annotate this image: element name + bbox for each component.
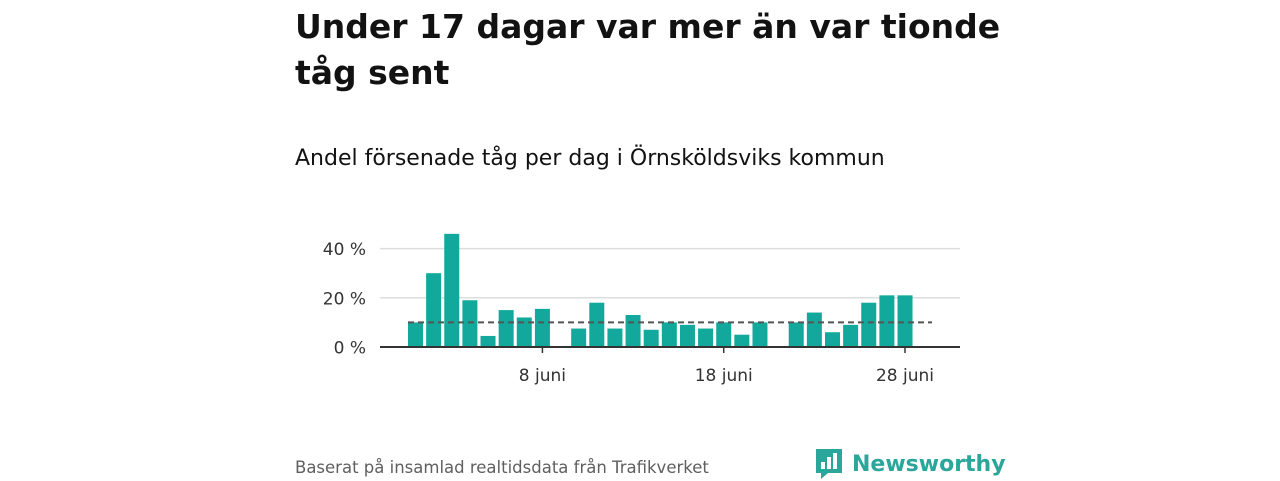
bar	[444, 233, 460, 347]
bars	[408, 233, 913, 347]
bar	[843, 324, 859, 347]
bar	[716, 322, 732, 347]
source-note: Baserat på insamlad realtidsdata från Tr…	[295, 458, 709, 477]
bar	[571, 328, 587, 347]
axes: 0 % 20 % 40 % 8 juni 18 juni 28 juni	[323, 240, 960, 386]
bar-chart: 0 % 20 % 40 % 8 juni 18 juni 28 juni	[323, 233, 960, 386]
y-tick-label: 0 %	[334, 339, 366, 359]
bar	[498, 310, 514, 347]
bar	[752, 322, 768, 347]
y-tick-label: 40 %	[323, 240, 366, 260]
bar	[734, 334, 750, 347]
bar-chart-speech-bubble-icon	[816, 449, 842, 479]
bar	[824, 332, 840, 347]
x-tick-label: 8 juni	[519, 366, 566, 386]
bar	[534, 308, 550, 347]
gridlines	[380, 247, 960, 299]
bar	[788, 322, 804, 347]
y-tick-label: 20 %	[323, 289, 366, 309]
chart-title: Under 17 dagar var mer än var tionde tåg…	[295, 7, 1001, 92]
bar	[879, 295, 895, 347]
bar	[661, 322, 677, 347]
bar	[589, 302, 605, 347]
x-tick-label: 28 juni	[876, 366, 934, 386]
bar	[861, 302, 877, 347]
bar	[806, 312, 822, 347]
bar	[408, 322, 423, 347]
bar	[516, 317, 532, 347]
bar	[625, 315, 641, 347]
bar	[462, 300, 478, 347]
newsworthy-logo[interactable]: Newsworthy	[814, 447, 1006, 481]
bar	[698, 328, 714, 347]
bar	[679, 324, 695, 347]
bar	[426, 273, 442, 347]
bar	[480, 335, 496, 347]
bar	[643, 329, 659, 347]
bar	[607, 328, 623, 347]
x-tick-label: 18 juni	[695, 366, 753, 386]
chart-subtitle: Andel försenade tåg per dag i Örnsköldsv…	[295, 146, 885, 171]
bar	[897, 295, 913, 347]
logo-text: Newsworthy	[852, 451, 1006, 477]
